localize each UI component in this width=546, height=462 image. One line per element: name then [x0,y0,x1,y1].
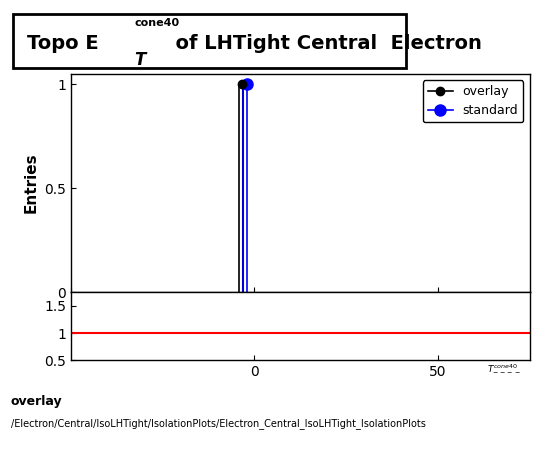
Y-axis label: Entries: Entries [23,153,39,213]
Legend: overlay, standard: overlay, standard [423,80,524,122]
Text: cone40: cone40 [134,18,180,28]
FancyBboxPatch shape [13,13,406,68]
Text: $T_{----}^{cone40}$: $T_{----}^{cone40}$ [488,363,521,375]
Text: of LHTight Central  Electron: of LHTight Central Electron [162,34,482,53]
Text: Topo E: Topo E [27,34,98,53]
Text: T: T [134,51,146,69]
Text: /Electron/Central/IsoLHTight/IsolationPlots/Electron_Central_IsoLHTight_Isolatio: /Electron/Central/IsoLHTight/IsolationPl… [11,418,426,429]
Text: overlay: overlay [11,395,63,408]
